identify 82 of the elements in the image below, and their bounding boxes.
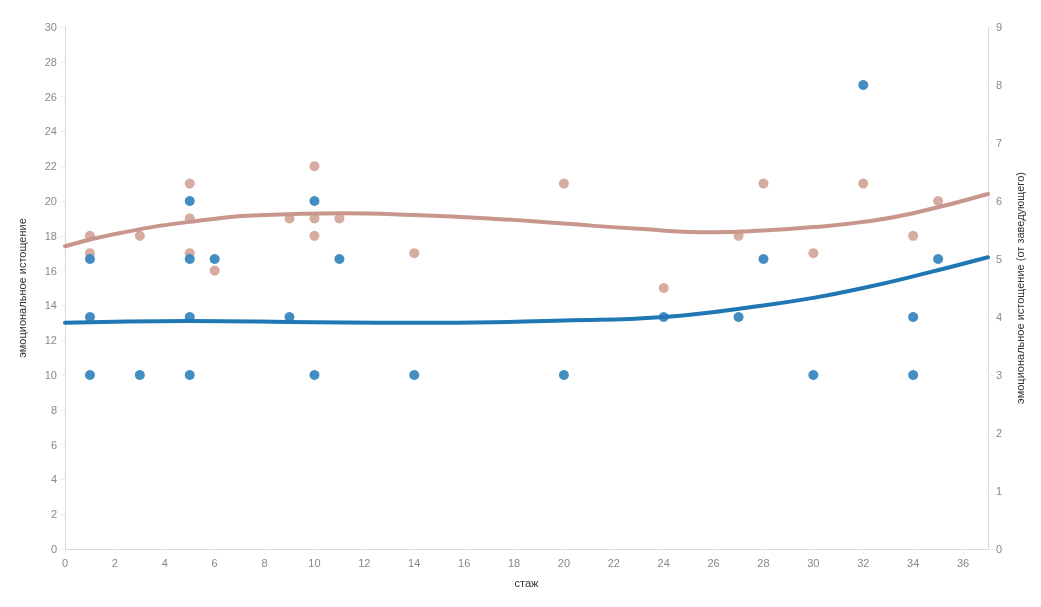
y-tick-label: 16 <box>44 264 57 277</box>
point <box>908 370 919 380</box>
y-tick-label: 20 <box>44 195 57 207</box>
x-tick-label: 28 <box>757 556 770 569</box>
point <box>733 312 744 322</box>
point <box>309 196 320 206</box>
point <box>309 370 320 380</box>
point <box>808 248 819 259</box>
y2-tick-label: 0 <box>996 543 1003 555</box>
point <box>184 254 195 264</box>
y2-tick-label: 5 <box>996 253 1003 265</box>
point <box>758 254 769 264</box>
point <box>808 370 819 380</box>
line-series <box>63 255 990 325</box>
point <box>558 178 569 189</box>
point <box>209 265 220 276</box>
y2-tick-label: 6 <box>996 195 1003 207</box>
point <box>658 283 669 293</box>
x-tick-label: 22 <box>607 556 620 569</box>
point <box>908 312 919 322</box>
y2-tick-label: 1 <box>996 485 1003 497</box>
x-tick-label: 8 <box>261 556 268 569</box>
point <box>84 254 95 264</box>
x-tick-label: 12 <box>358 556 371 569</box>
x-tick-label: 4 <box>161 556 168 569</box>
x-tick-label: 20 <box>557 556 571 569</box>
point <box>134 230 145 241</box>
point <box>184 370 195 380</box>
x-tick-label: 6 <box>211 556 218 569</box>
line-series <box>63 192 990 249</box>
x-axis-title: стаж <box>514 576 540 589</box>
y-tick-label: 6 <box>50 438 57 451</box>
point <box>184 196 195 206</box>
y-tick-label: 0 <box>50 543 57 555</box>
point <box>758 178 769 189</box>
y-tick-label: 18 <box>44 229 57 242</box>
y-tick-label: 2 <box>50 508 57 521</box>
y2-tick-label: 9 <box>996 21 1003 33</box>
y2-tick-label: 2 <box>996 427 1003 439</box>
y-tick-label: 30 <box>44 21 57 33</box>
y-tick-label: 4 <box>50 473 57 486</box>
point <box>334 254 345 264</box>
y2-axis-title: эмоциональное истощение (от заведующего) <box>1013 172 1026 404</box>
point <box>184 178 195 189</box>
x-tick-label: 32 <box>857 556 870 569</box>
x-tick-label: 10 <box>308 556 321 569</box>
point <box>84 370 95 380</box>
point <box>933 254 944 264</box>
y-tick-label: 8 <box>50 403 57 416</box>
point <box>309 230 320 241</box>
y2-tick-label: 8 <box>996 79 1003 91</box>
x-tick-label: 0 <box>61 556 69 569</box>
point <box>933 196 944 206</box>
point <box>908 230 919 241</box>
x-tick-label: 16 <box>458 556 471 569</box>
y2-tick-label: 4 <box>996 311 1003 323</box>
x-tick-label: 18 <box>507 556 521 569</box>
x-tick-label: 30 <box>807 556 820 569</box>
y-tick-label: 12 <box>44 334 57 347</box>
x-tick-label: 2 <box>111 556 118 569</box>
point <box>309 161 320 172</box>
y-tick-label: 24 <box>44 125 57 138</box>
x-tick-label: 24 <box>657 556 670 569</box>
y-tick-label: 10 <box>44 369 57 381</box>
x-tick-label: 34 <box>907 556 920 569</box>
y-axis-title: эмоциональное истощение <box>15 218 28 358</box>
point <box>209 254 220 264</box>
x-tick-label: 26 <box>707 556 720 569</box>
y-tick-label: 22 <box>44 160 57 173</box>
x-tick-label: 14 <box>408 556 421 569</box>
point <box>409 370 420 380</box>
y-tick-label: 14 <box>44 299 57 312</box>
x-tick-label: 36 <box>956 556 970 569</box>
y2-tick-label: 7 <box>996 137 1003 149</box>
point <box>858 80 869 90</box>
point <box>558 370 569 380</box>
y-tick-label: 28 <box>44 55 57 68</box>
y2-tick-label: 3 <box>996 369 1003 381</box>
point <box>409 248 420 259</box>
point <box>134 370 145 380</box>
y-tick-label: 26 <box>44 90 57 103</box>
point <box>858 178 869 189</box>
